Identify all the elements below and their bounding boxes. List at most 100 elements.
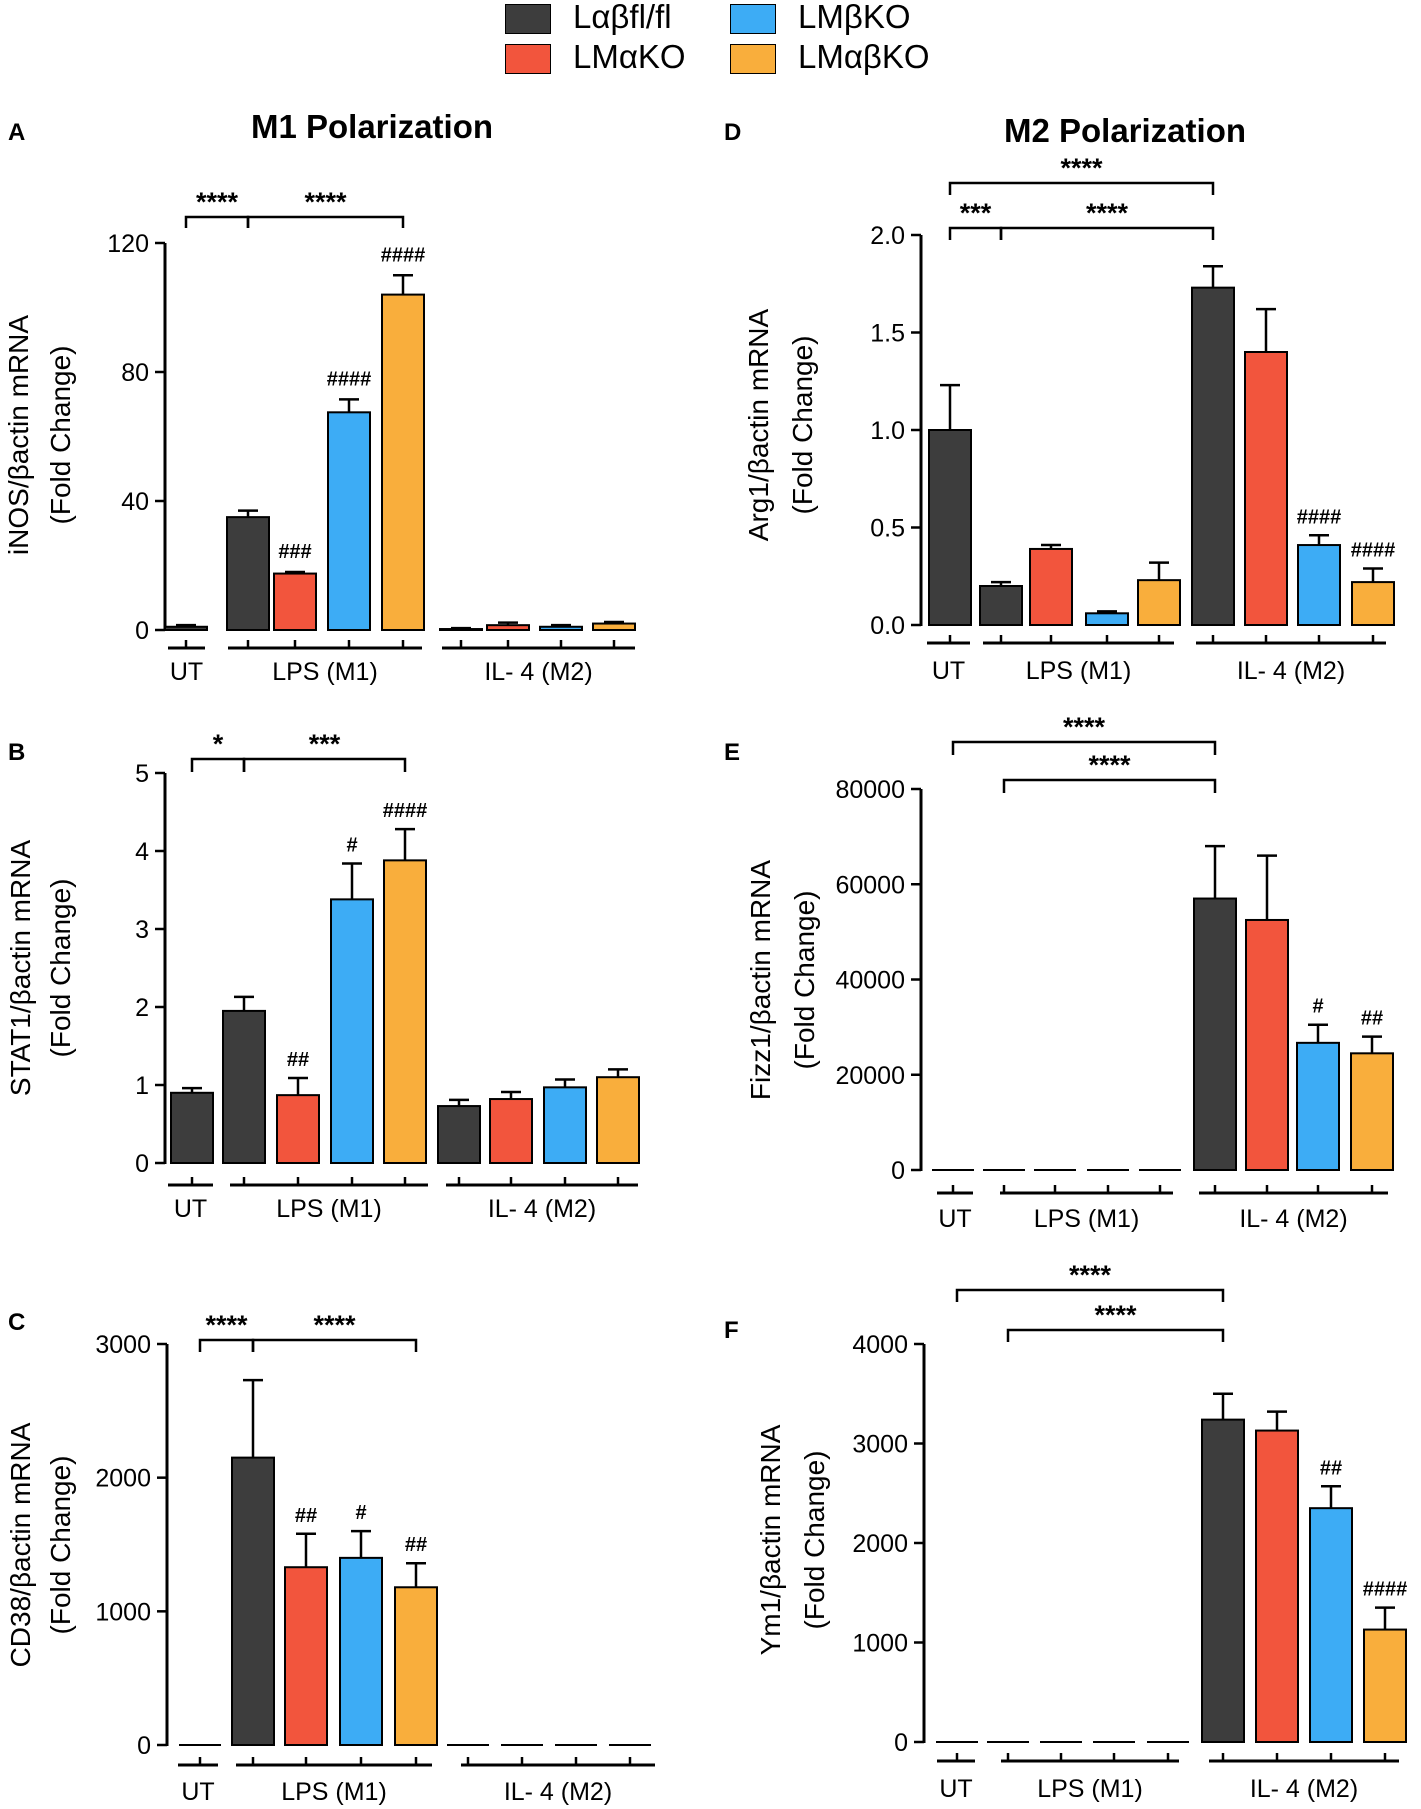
y-axis-label: Fizz1/βactin mRNA (745, 860, 776, 1100)
bar (1137, 579, 1181, 627)
bar (383, 859, 427, 1164)
bar (1244, 351, 1288, 626)
y-tick-label: 2 (135, 994, 149, 1022)
legend-swatch (730, 44, 776, 74)
legend-label: LMαβKO (798, 38, 930, 75)
legend: Lαβfl/fl LMαKO LMβKO LMαβKO (505, 0, 975, 80)
bar (330, 898, 374, 1164)
significance-stars: *** (309, 729, 341, 759)
bar (1085, 612, 1129, 626)
y-tick-label: 60000 (835, 871, 905, 899)
y-axis-label: Ym1/βactin mRNA (755, 1424, 786, 1655)
panel-letter: D (724, 119, 741, 146)
bar (276, 1094, 320, 1165)
x-group-label: LPS (M1) (1037, 1775, 1143, 1803)
y-axis-label-line2: (Fold Change) (787, 336, 818, 515)
x-group-label: IL- 4 (M2) (1237, 657, 1345, 685)
significance-stars: **** (1088, 750, 1131, 780)
significance-bracket (246, 215, 405, 228)
y-axis-label-line2: (Fold Change) (45, 879, 76, 1058)
panel-letter: B (8, 739, 25, 766)
bar (273, 572, 317, 631)
y-tick-label: 3000 (95, 1331, 151, 1359)
y-tick-label: 2.0 (870, 222, 905, 250)
significance-bracket (1006, 1328, 1225, 1342)
significance-hash: ## (405, 1534, 427, 1556)
bar (1296, 1041, 1340, 1172)
y-tick-label: 120 (107, 230, 149, 258)
y-axis-label-line2: (Fold Change) (45, 1456, 76, 1635)
significance-stars: **** (1086, 198, 1129, 228)
x-group-label: UT (939, 1775, 972, 1803)
y-axis-label: STAT1/βactin mRNA (5, 840, 36, 1097)
panel-e: E 0 20000 40000 60000 80000 Fizz1/βactin mRNA (… (724, 712, 1394, 1233)
significance-hash: # (346, 834, 357, 856)
y-tick-label: 0 (135, 617, 149, 645)
bar (596, 1076, 640, 1164)
x-group-label: IL- 4 (M2) (1239, 1205, 1347, 1233)
bar (339, 1556, 383, 1747)
bar (170, 1091, 214, 1165)
bar (381, 293, 425, 631)
y-tick-label: 0 (894, 1729, 908, 1757)
bar (489, 1098, 533, 1165)
significance-hash: ## (1320, 1457, 1342, 1479)
y-axis-label: CD38/βactin mRNA (5, 1422, 36, 1667)
significance-stars: **** (313, 1310, 356, 1340)
y-tick-label: 4000 (852, 1331, 908, 1359)
significance-hash: # (1312, 996, 1323, 1018)
y-tick-label: 1.5 (870, 320, 905, 348)
bar (486, 624, 530, 631)
x-group-label: UT (181, 1778, 214, 1806)
x-group-label: IL- 4 (M2) (488, 1195, 596, 1223)
y-tick-label: 4 (135, 838, 149, 866)
significance-stars: **** (1060, 153, 1103, 183)
y-tick-label: 0 (135, 1150, 149, 1178)
legend-swatch (505, 44, 551, 74)
panel-letter: F (724, 1317, 739, 1344)
bar (1201, 1418, 1245, 1743)
legend-swatch (505, 4, 551, 34)
y-tick-label: 20000 (835, 1062, 905, 1090)
bar (327, 411, 371, 631)
y-tick-label: 2000 (852, 1530, 908, 1558)
significance-bracket (1002, 778, 1217, 793)
x-group-label: LPS (M1) (272, 658, 378, 686)
bar (928, 429, 972, 626)
x-group-label: LPS (M1) (1034, 1205, 1140, 1233)
significance-stars: * (213, 729, 224, 759)
bar (1309, 1507, 1353, 1744)
bar (1351, 581, 1395, 626)
significance-hash: #### (1363, 1579, 1408, 1601)
legend-label: Lαβfl/fl (573, 0, 672, 35)
significance-bracket (242, 757, 407, 772)
y-axis-label: iNOS/βactin mRNA (3, 315, 34, 555)
bar (1363, 1628, 1407, 1743)
bar (1245, 918, 1289, 1171)
significance-hash: #### (327, 368, 372, 390)
significance-bracket (184, 215, 250, 228)
panel-d: D 0.0 0.5 1.0 1.5 2.0 Arg1/βactin mRNA (Fold Ch… (724, 119, 1395, 685)
x-group-label: LPS (M1) (276, 1195, 382, 1223)
y-tick-label: 0.0 (870, 612, 905, 640)
bar (1191, 286, 1235, 626)
bar (284, 1566, 328, 1747)
significance-bracket (190, 757, 246, 772)
legend-label: LMαKO (573, 38, 686, 75)
bar (164, 625, 208, 632)
y-tick-label: 80000 (835, 776, 905, 804)
x-group-label: UT (938, 1205, 971, 1233)
significance-stars: *** (960, 198, 992, 228)
significance-hash: ## (1361, 1008, 1383, 1030)
significance-stars: **** (1069, 1260, 1112, 1290)
significance-hash: ## (287, 1049, 309, 1071)
significance-stars: **** (196, 187, 239, 217)
y-tick-label: 3000 (852, 1431, 908, 1459)
significance-bracket (198, 1338, 255, 1352)
y-tick-label: 0 (891, 1157, 905, 1185)
y-axis-label: Arg1/βactin mRNA (743, 308, 774, 541)
bar (539, 625, 583, 632)
bar (1193, 897, 1237, 1171)
y-tick-label: 1000 (95, 1598, 151, 1626)
